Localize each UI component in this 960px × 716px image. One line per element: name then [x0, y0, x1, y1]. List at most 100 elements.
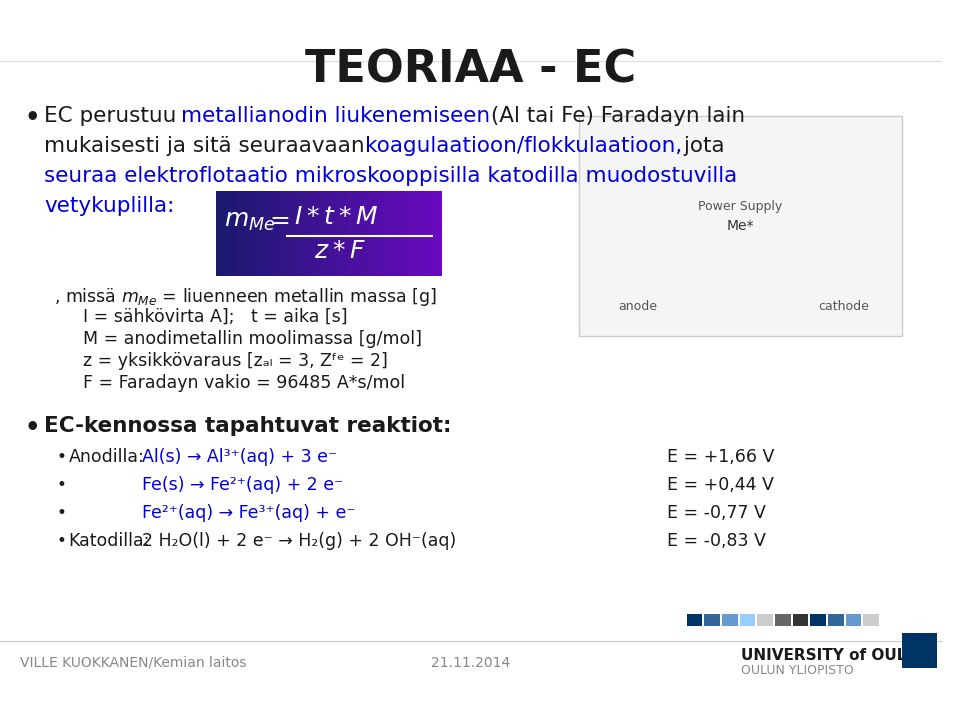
Bar — [322, 191, 325, 276]
Bar — [358, 191, 361, 276]
Bar — [353, 191, 357, 276]
Bar — [432, 191, 436, 276]
Bar — [347, 191, 349, 276]
Bar — [775, 614, 791, 626]
Bar — [686, 614, 703, 626]
Bar — [415, 191, 418, 276]
Bar — [338, 191, 341, 276]
Bar — [437, 191, 440, 276]
Bar — [372, 191, 374, 276]
Bar — [417, 191, 420, 276]
Text: koagulaatioon/flokkulaatioon,: koagulaatioon/flokkulaatioon, — [366, 136, 683, 156]
Bar — [396, 191, 399, 276]
Bar — [290, 191, 294, 276]
Text: Fe(s) → Fe²⁺(aq) + 2 e⁻: Fe(s) → Fe²⁺(aq) + 2 e⁻ — [142, 476, 344, 494]
Text: Power Supply: Power Supply — [699, 200, 782, 213]
Bar — [405, 191, 409, 276]
Text: Anodilla:: Anodilla: — [69, 448, 144, 466]
Bar — [220, 191, 224, 276]
Text: Al(s) → Al³⁺(aq) + 3 e⁻: Al(s) → Al³⁺(aq) + 3 e⁻ — [142, 448, 337, 466]
Text: TEORIAA - EC: TEORIAA - EC — [305, 48, 636, 91]
Bar — [229, 191, 232, 276]
Bar — [348, 191, 352, 276]
Bar — [241, 191, 244, 276]
Text: E = -0,77 V: E = -0,77 V — [667, 504, 766, 522]
Bar — [367, 191, 371, 276]
Bar — [365, 191, 368, 276]
Bar — [412, 191, 416, 276]
Bar — [231, 191, 235, 276]
Text: •: • — [57, 504, 67, 522]
Bar — [258, 191, 262, 276]
Bar — [225, 191, 228, 276]
Text: 21.11.2014: 21.11.2014 — [431, 656, 511, 670]
Text: , missä $m_{Me}$ = liuenneen metallin massa [g]: , missä $m_{Me}$ = liuenneen metallin ma… — [54, 286, 437, 308]
Bar — [410, 191, 413, 276]
Bar — [423, 191, 426, 276]
Bar — [385, 191, 388, 276]
Text: mukaisesti ja sitä seuraavaan: mukaisesti ja sitä seuraavaan — [44, 136, 372, 156]
Bar — [254, 191, 257, 276]
Bar — [223, 191, 226, 276]
Bar — [310, 191, 314, 276]
Bar — [390, 191, 393, 276]
Text: •: • — [25, 416, 40, 440]
Bar — [342, 191, 346, 276]
Bar — [387, 191, 391, 276]
Bar — [333, 191, 336, 276]
Bar — [439, 191, 443, 276]
Bar — [345, 191, 348, 276]
Bar — [270, 191, 274, 276]
Bar — [846, 614, 861, 626]
Text: M = anodimetallin moolimassa [g/mol]: M = anodimetallin moolimassa [g/mol] — [84, 330, 422, 348]
Bar — [318, 191, 321, 276]
Bar — [286, 191, 289, 276]
Bar — [301, 191, 304, 276]
Bar — [238, 191, 242, 276]
Text: Me*: Me* — [727, 219, 755, 233]
Bar — [378, 191, 381, 276]
Text: Katodilla:: Katodilla: — [69, 532, 150, 550]
Text: EC perustuu: EC perustuu — [44, 106, 183, 126]
Text: E = -0,83 V: E = -0,83 V — [667, 532, 766, 550]
Bar — [268, 191, 271, 276]
Text: I = sähkövirta A];   t = aika [s]: I = sähkövirta A]; t = aika [s] — [84, 308, 348, 326]
Text: $z * F$: $z * F$ — [314, 238, 366, 263]
Text: OULUN YLIOPISTO: OULUN YLIOPISTO — [740, 664, 853, 677]
Bar — [300, 191, 302, 276]
Bar — [392, 191, 395, 276]
Bar — [283, 191, 287, 276]
Text: vetykuplilla:: vetykuplilla: — [44, 196, 175, 216]
Bar — [370, 191, 372, 276]
Bar — [394, 191, 397, 276]
Text: E = +1,66 V: E = +1,66 V — [667, 448, 775, 466]
Bar — [250, 191, 252, 276]
Bar — [265, 191, 269, 276]
Bar — [252, 191, 255, 276]
Bar — [380, 191, 384, 276]
Bar — [757, 614, 773, 626]
Bar — [363, 191, 366, 276]
Bar — [355, 191, 359, 276]
Text: anode: anode — [618, 299, 657, 312]
Bar — [320, 191, 323, 276]
Bar — [243, 191, 246, 276]
Bar — [705, 614, 720, 626]
Text: Fe²⁺(aq) → Fe³⁺(aq) + e⁻: Fe²⁺(aq) → Fe³⁺(aq) + e⁻ — [142, 504, 356, 522]
Bar — [403, 191, 406, 276]
Text: •: • — [57, 532, 67, 550]
Text: $m_{Me}$: $m_{Me}$ — [224, 209, 276, 233]
Text: 2 H₂O(l) + 2 e⁻ → H₂(g) + 2 OH⁻(aq): 2 H₂O(l) + 2 e⁻ → H₂(g) + 2 OH⁻(aq) — [142, 532, 456, 550]
Bar — [245, 191, 249, 276]
Bar — [328, 191, 332, 276]
Bar — [360, 191, 364, 276]
Bar — [228, 191, 230, 276]
Bar — [739, 614, 756, 626]
Bar — [303, 191, 307, 276]
Bar — [293, 191, 296, 276]
Bar — [218, 191, 222, 276]
Bar — [256, 191, 259, 276]
Text: E = +0,44 V: E = +0,44 V — [667, 476, 774, 494]
Text: =: = — [270, 209, 291, 233]
Bar — [276, 191, 280, 276]
